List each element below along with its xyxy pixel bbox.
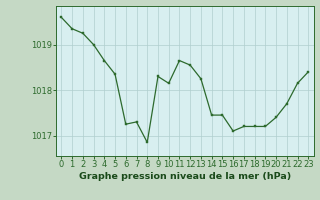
X-axis label: Graphe pression niveau de la mer (hPa): Graphe pression niveau de la mer (hPa) <box>79 172 291 181</box>
